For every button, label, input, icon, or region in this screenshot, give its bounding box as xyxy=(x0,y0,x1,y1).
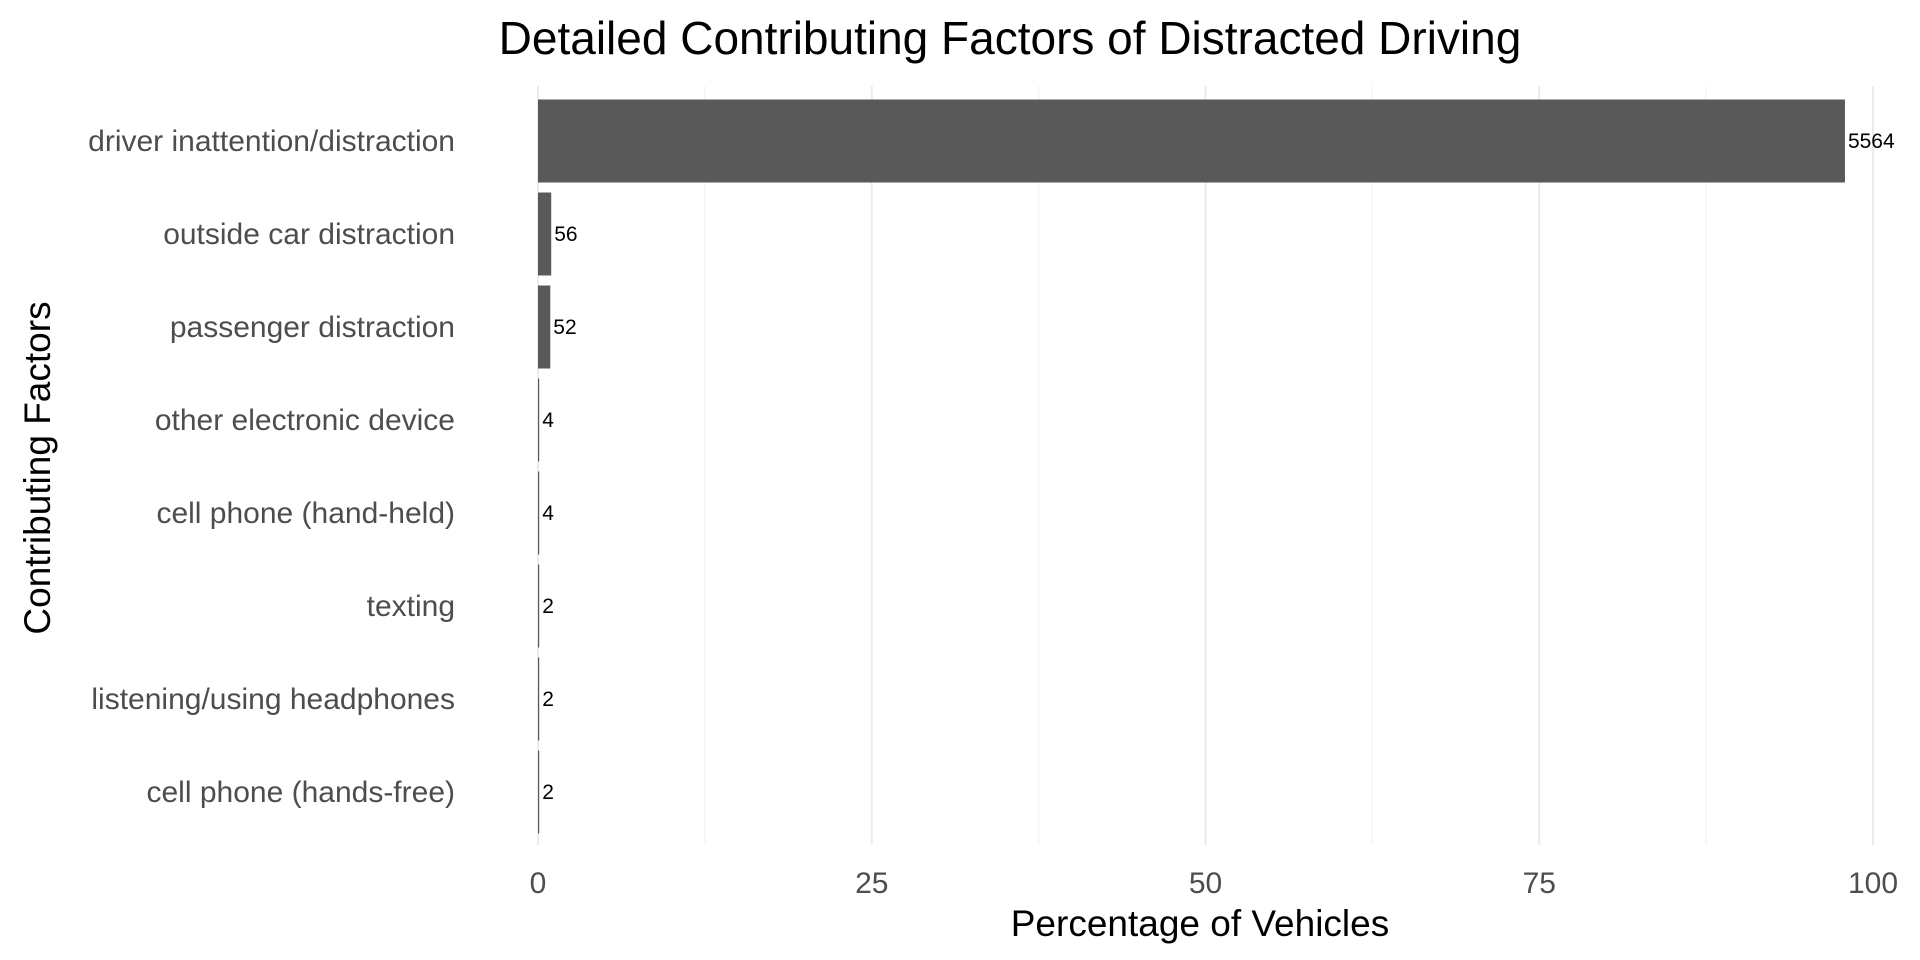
y-tick-label: cell phone (hands-free) xyxy=(146,776,455,809)
data-label: 56 xyxy=(554,223,577,246)
data-label: 4 xyxy=(542,502,554,525)
bar xyxy=(538,657,540,741)
y-tick-label: cell phone (hand-held) xyxy=(156,497,455,530)
x-tick-label: 100 xyxy=(1848,867,1898,900)
gridlines xyxy=(537,86,1874,845)
data-label: 2 xyxy=(542,781,554,804)
x-tick-label: 25 xyxy=(855,867,888,900)
bar xyxy=(538,750,540,834)
x-tick-label: 0 xyxy=(530,867,547,900)
bar xyxy=(538,378,540,462)
bar xyxy=(538,192,552,276)
bar xyxy=(538,564,540,648)
x-tick-label: 50 xyxy=(1189,867,1222,900)
bar xyxy=(538,285,551,369)
data-label: 4 xyxy=(542,409,554,432)
data-label: 2 xyxy=(542,688,554,711)
chart-title: Detailed Contributing Factors of Distrac… xyxy=(499,12,1522,64)
y-tick-label: other electronic device xyxy=(155,404,455,437)
x-tick-label: 75 xyxy=(1523,867,1556,900)
y-tick-label: outside car distraction xyxy=(163,218,455,251)
bars: 5564 56 52 4 4 2 2 2 xyxy=(538,99,1895,834)
bar xyxy=(538,471,540,555)
data-label: 52 xyxy=(553,316,576,339)
y-axis-tick-labels: driver inattention/distraction outside ca… xyxy=(88,125,455,809)
y-tick-label: passenger distraction xyxy=(170,311,455,344)
x-axis-tick-labels: 0 25 50 75 100 xyxy=(530,867,1898,900)
x-axis-title: Percentage of Vehicles xyxy=(1011,903,1389,944)
data-label: 5564 xyxy=(1848,130,1895,153)
y-tick-label: listening/using headphones xyxy=(91,683,455,716)
bar xyxy=(538,99,1845,183)
data-label: 2 xyxy=(542,595,554,618)
y-tick-label: driver inattention/distraction xyxy=(88,125,455,158)
y-axis-title: Contributing Factors xyxy=(17,301,58,634)
y-tick-label: texting xyxy=(367,590,455,623)
